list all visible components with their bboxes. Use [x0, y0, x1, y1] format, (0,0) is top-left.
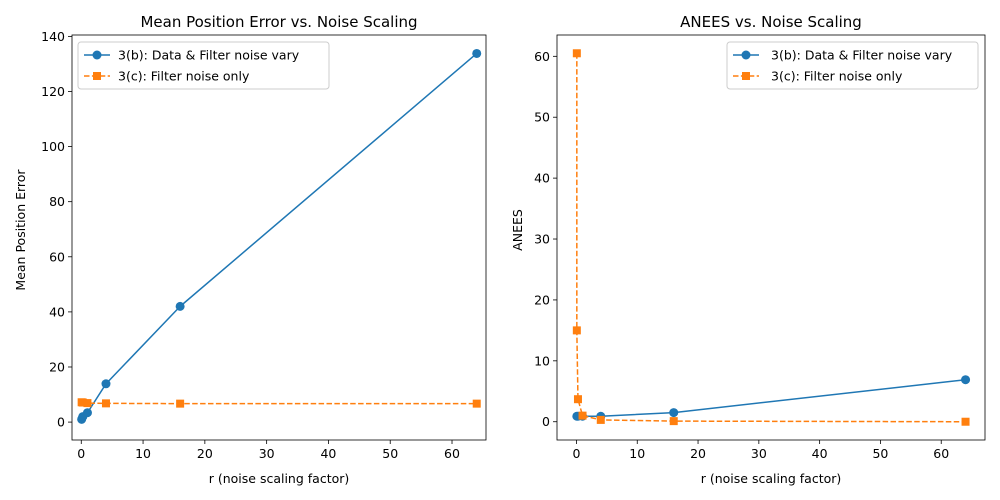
- x-tick-label: 50: [872, 446, 888, 461]
- y-tick-label: 60: [49, 249, 65, 264]
- y-tick-label: 100: [41, 139, 65, 154]
- data-point: [175, 301, 185, 311]
- x-tick-label: 60: [933, 446, 949, 461]
- y-tick-label: 0: [542, 414, 550, 429]
- y-tick-label: 80: [49, 194, 65, 209]
- x-tick-label: 0: [77, 446, 85, 461]
- y-tick-label: 30: [534, 232, 550, 247]
- legend: 3(b): Data & Filter noise vary 3(c): Fil…: [726, 41, 979, 90]
- chart-title: Mean Position Error vs. Noise Scaling: [140, 13, 417, 31]
- legend-label-series-c: 3(c): Filter noise only: [771, 69, 903, 84]
- y-tick-label: 40: [49, 304, 65, 319]
- data-point: [176, 399, 185, 408]
- axes-frame: [556, 34, 986, 441]
- data-point: [472, 48, 482, 58]
- legend-marker-series-b: [92, 50, 102, 60]
- legend-label-series-b: 3(b): Data & Filter noise vary: [771, 48, 953, 63]
- data-point: [101, 379, 111, 389]
- plot-area: 0 10 20 30 40 50 60 0 20 40 60 80 100 120 140: [41, 29, 487, 461]
- data-point: [596, 415, 605, 424]
- data-point: [82, 408, 92, 418]
- legend: 3(b): Data & Filter noise vary 3(c): Fil…: [77, 41, 330, 90]
- y-tick-label: 50: [534, 110, 550, 125]
- y-tick-label: 20: [49, 359, 65, 374]
- data-point: [669, 417, 678, 426]
- data-point: [961, 375, 971, 385]
- data-point: [573, 395, 582, 404]
- x-tick-label: 10: [135, 446, 151, 461]
- y-tick-label: 60: [534, 49, 550, 64]
- y-tick-label: 10: [534, 353, 550, 368]
- chart-panel-mean-position-error: Mean Position Error vs. Noise Scaling 0 1…: [13, 13, 487, 486]
- data-point: [578, 411, 587, 420]
- data-point: [961, 417, 970, 426]
- y-axis-label: ANEES: [510, 209, 525, 251]
- data-point: [572, 326, 581, 335]
- data-point: [669, 408, 679, 418]
- chart-panel-anees: ANEES vs. Noise Scaling 0 10 20 30 40 50 60 0 10…: [510, 13, 986, 486]
- y-tick-label: 20: [534, 292, 550, 307]
- x-tick-label: 0: [572, 446, 580, 461]
- axes-frame: [71, 34, 487, 441]
- x-tick-label: 50: [382, 446, 398, 461]
- y-tick-label: 140: [41, 29, 65, 44]
- legend-marker-series-c: [93, 72, 101, 80]
- x-tick-label: 30: [259, 446, 275, 461]
- data-point: [101, 399, 110, 408]
- x-tick-label: 40: [320, 446, 336, 461]
- x-tick-label: 60: [444, 446, 460, 461]
- x-tick-label: 10: [629, 446, 645, 461]
- y-tick-label: 40: [534, 171, 550, 186]
- y-tick-label: 0: [57, 415, 65, 430]
- x-tick-label: 20: [690, 446, 706, 461]
- legend-marker-series-c: [742, 72, 750, 80]
- chart-title: ANEES vs. Noise Scaling: [680, 13, 862, 31]
- data-point: [572, 49, 581, 58]
- legend-marker-series-b: [741, 50, 751, 60]
- legend-label-series-b: 3(b): Data & Filter noise vary: [118, 48, 300, 63]
- y-tick-label: 120: [41, 84, 65, 99]
- data-point: [472, 399, 481, 408]
- legend-frame: [726, 41, 979, 90]
- y-axis-label: Mean Position Error: [13, 169, 28, 291]
- legend-label-series-c: 3(c): Filter noise only: [118, 69, 250, 84]
- x-tick-label: 20: [197, 446, 213, 461]
- plot-area: 0 10 20 30 40 50 60 0 10 20 30 40 50 60: [534, 34, 986, 461]
- x-tick-label: 40: [812, 446, 828, 461]
- data-point: [83, 399, 92, 408]
- x-axis-label: r (noise scaling factor): [701, 471, 842, 486]
- x-tick-label: 30: [751, 446, 767, 461]
- data-point: [78, 398, 87, 407]
- x-axis-label: r (noise scaling factor): [209, 471, 350, 486]
- legend-frame: [77, 41, 330, 90]
